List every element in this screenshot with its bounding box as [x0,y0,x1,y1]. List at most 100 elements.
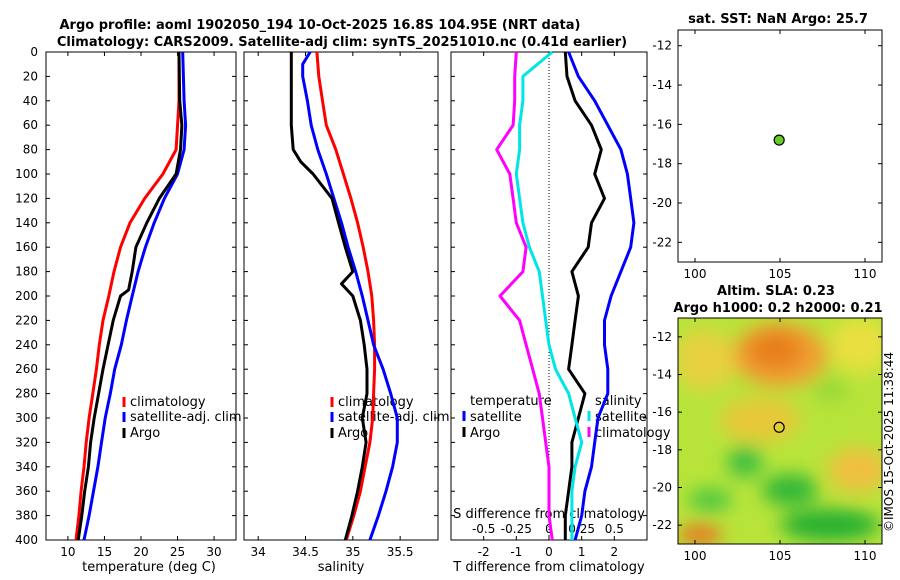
imos-credit: ©IMOS 15-Oct-2025 11:38:44 [882,352,896,532]
map-x-tick-label: 100 [684,549,707,563]
temperature-xlabel: temperature (deg C) [82,560,216,575]
legend-argo: Argo [130,426,160,441]
depth-tick-label: 400 [15,533,38,547]
x-tick-label: 35.5 [387,545,414,559]
map-y-tick-label: -12 [652,39,672,53]
sla-high-west [678,330,735,390]
depth-tick-label: 20 [23,69,38,83]
depth-tick-label: 0 [30,45,38,59]
argo-location-marker [773,421,785,433]
map-y-tick-label: -18 [652,443,672,457]
plot-frame [45,51,237,541]
depth-tick-label: 40 [23,94,38,108]
depth-tick-label: 100 [15,167,38,181]
series-line-satellite-adj-clim [82,51,188,541]
series-line-t-argo-clim [563,51,606,540]
difference-panel: T difference from climatology S differen… [450,50,671,575]
x-tick-label: 0 [545,545,553,559]
series-line-satellite-adj-clim [301,51,399,541]
series-line-s-satellite-clim [514,50,584,540]
x-tick-label: 1 [578,545,586,559]
x-tick-label: 15 [97,545,112,559]
sla-mid-1 [812,378,848,402]
temperature-panel: temperature (deg C) climatology satellit… [15,45,242,575]
map-y-tick-label: -16 [652,117,672,131]
legend-climatology: climatology [130,395,206,410]
depth-tick-label: 140 [15,216,38,230]
legend-temperature-title: temperature [470,394,552,409]
x-tick-label: 34 [251,545,266,559]
series-line-climatology [315,51,377,541]
x-tick-label: -2 [478,545,490,559]
map-y-tick-label: -18 [652,157,672,171]
legend-satellite: satellite-adj. clim [338,410,450,425]
x-tick-label: 25 [170,545,185,559]
series-line-climatology [74,52,181,541]
x-tick-label: -1 [510,545,522,559]
sla-peak [747,330,803,370]
map-x-tick-label: 110 [854,549,877,563]
map-x-tick-label: 105 [769,549,792,563]
legend-satellite: satellite-adj. clim [130,410,242,425]
depth-tick-label: 160 [15,240,38,254]
sla-low-2 [762,474,818,506]
sla-high-se [828,448,882,492]
depth-tick-label: 320 [15,435,38,449]
depth-tick-label: 120 [15,191,38,205]
map-y-tick-label: -16 [652,405,672,419]
sst-map-panel: sat. SST: NaN Argo: 25.7 100 105 110 -12 -14… [652,12,883,281]
depth-tick-label: 180 [15,265,38,279]
x-tick-label: 10 [60,545,75,559]
sla-low-1 [727,446,763,478]
map-frame [677,29,883,263]
depth-tick-label: 300 [15,411,38,425]
sla-high-mid [720,398,800,442]
x-tick-label: 20 [133,545,148,559]
depth-tick-label: 260 [15,362,38,376]
legend-argo: Argo [338,426,368,441]
map-y-tick-label: -12 [652,330,672,344]
depth-tick-label: 80 [23,143,38,157]
s-tick-label: 0 [545,522,553,536]
depth-tick-label: 240 [15,338,38,352]
sla-map-title-2: Argo h1000: 0.2 h2000: 0.21 [673,301,882,316]
t-diff-xlabel: T difference from climatology [452,560,645,575]
map-y-tick-label: -20 [652,481,672,495]
s-tick-label: -0.5 [472,522,495,536]
depth-tick-label: 60 [23,118,38,132]
legend-t-argo: Argo [470,426,500,441]
map-x-tick-label: 100 [684,267,707,281]
difference-legend: temperature satellite Argo salinity sate… [462,394,671,441]
map-y-tick-label: -22 [652,235,672,249]
map-x-tick-label: 105 [769,267,792,281]
legend-climatology: climatology [338,395,414,410]
temperature-legend: climatology satellite-adj. clim Argo [122,395,242,441]
title-line-2: Climatology: CARS2009. Satellite-adj cli… [57,35,627,50]
series-line-s-argo-clim [495,51,554,541]
x-tick-label: 2 [611,545,619,559]
legend-t-satellite: satellite [470,410,522,425]
series-line-t-satellite-clim [567,51,636,541]
salinity-xlabel: salinity [318,560,365,575]
sla-map-panel: Altim. SLA: 0.23 Argo h1000: 0.2 h2000: … [652,284,882,563]
s-tick-label: 0.25 [568,522,595,536]
x-tick-label: 34.5 [292,545,319,559]
sla-low-4 [780,509,880,541]
sla-low-3 [688,488,732,512]
argo-location-marker [773,134,785,146]
map-y-tick-label: -14 [652,78,672,92]
salinity-legend: climatology satellite-adj. clim Argo [330,395,450,441]
s-tick-label: -0.25 [501,522,532,536]
series-line-argo [76,51,184,541]
sla-map-title-1: Altim. SLA: 0.23 [717,284,835,299]
depth-tick-label: 220 [15,313,38,327]
map-y-tick-label: -22 [652,518,672,532]
title-line-1: Argo profile: aoml 1902050_194 10-Oct-20… [60,18,581,33]
sla-high-sw [678,525,722,544]
depth-tick-label: 280 [15,387,38,401]
plot-frame [243,51,439,541]
x-tick-label: 30 [206,545,221,559]
map-y-tick-label: -20 [652,196,672,210]
depth-tick-label: 200 [15,289,38,303]
